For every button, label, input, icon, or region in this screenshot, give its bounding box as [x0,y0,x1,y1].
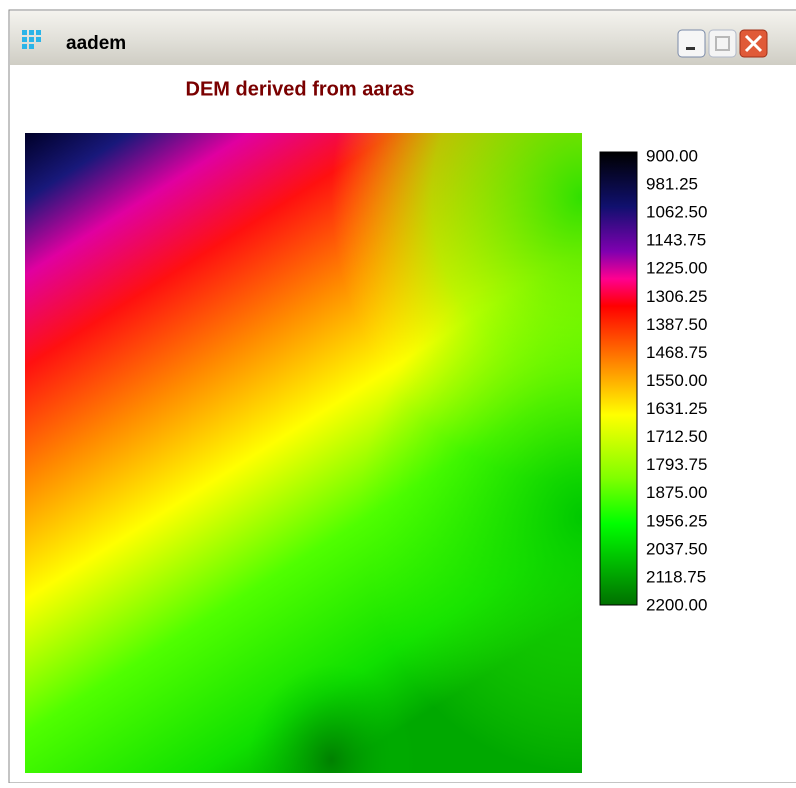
legend-label: 1956.25 [646,511,707,530]
legend-label: 1387.50 [646,315,707,334]
plot-title: DEM derived from aaras [186,78,415,100]
legend-label: 1712.50 [646,427,707,446]
color-bar [600,152,637,605]
legend-label: 2200.00 [646,595,707,614]
legend-label: 1143.75 [646,231,706,250]
legend-label: 900.00 [646,146,698,165]
app-window: aadem DEM derived from aaras 900.00 981.2… [0,0,796,783]
dem-image [25,133,582,773]
legend-label: 1306.25 [646,287,707,306]
minimize-icon [686,47,695,50]
legend-label: 1468.75 [646,343,707,362]
legend-label: 1793.75 [646,455,707,474]
window-title: aadem [66,33,126,54]
legend-label: 1631.25 [646,399,707,418]
legend-label: 2037.50 [646,539,707,558]
legend-label: 1875.00 [646,483,707,502]
legend-label: 981.25 [646,175,698,194]
legend-label: 2118.75 [646,567,706,586]
legend-label: 1225.00 [646,259,707,278]
legend-label: 1550.00 [646,371,707,390]
legend-labels: 900.00 981.25 1062.50 1143.75 1225.00 1306.25… [646,146,707,614]
maximize-button[interactable] [709,30,736,57]
minimize-button[interactable] [678,30,705,57]
legend-label: 1062.50 [646,203,707,222]
